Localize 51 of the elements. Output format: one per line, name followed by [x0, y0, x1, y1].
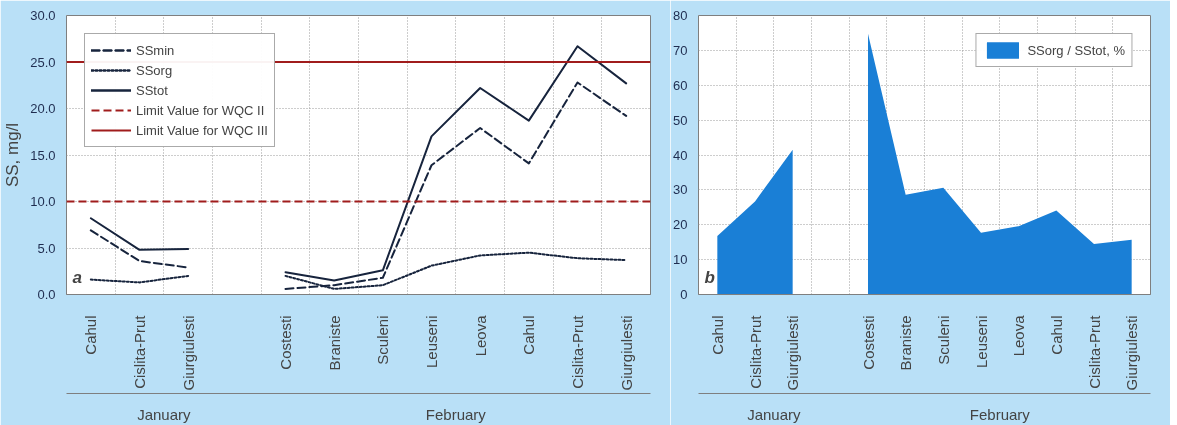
x-tick-label: Leova: [471, 314, 489, 357]
y-tick-label: 10: [673, 252, 688, 268]
x-tick-label: Giurgiulesti: [617, 315, 635, 391]
y-axis-title: SS, mg/l: [3, 122, 23, 188]
x-tick-label: Costesti: [277, 315, 294, 370]
x-tick-label: Cislita-Prut: [131, 314, 148, 389]
x-tick-label: Leuseni: [972, 315, 990, 369]
legend-label: SStot: [136, 82, 168, 98]
y-tick-label: 20: [673, 217, 688, 233]
y-tick-label: 0: [680, 287, 688, 302]
y-tick-label: 80: [673, 8, 688, 23]
x-tick-label: Costesti: [859, 315, 877, 370]
x-tick-label: Cislita-Prut: [746, 314, 764, 389]
x-tick-label: Leuseni: [423, 315, 440, 369]
legend-label: SSmin: [136, 42, 175, 58]
y-tick-label: 15.0: [30, 147, 56, 163]
y-tick-label: 5.0: [37, 240, 56, 256]
y-tick-label: 30.0: [30, 8, 56, 23]
x-tick-label: Cislita-Prut: [1085, 314, 1103, 389]
y-tick-label: 20.0: [30, 101, 56, 116]
x-tick-label: Cahul: [708, 315, 726, 355]
x-tick-label: Cislita-Prut: [569, 314, 586, 389]
text: January: [137, 405, 192, 423]
x-tick-label: Giurgiulesti: [1123, 315, 1141, 391]
legend-label: SSorg / SStot, %: [1027, 42, 1125, 58]
y-tick-label: 50: [673, 112, 688, 128]
x-tick-label: Sculeni: [374, 315, 392, 365]
y-tick-label: 25.0: [30, 54, 56, 70]
annotation: a: [72, 267, 82, 287]
x-tick-label: Cahul: [520, 315, 538, 355]
legend-label: SSorg: [136, 62, 173, 78]
y-tick-label: 40: [673, 147, 688, 163]
annotation: b: [704, 267, 715, 287]
text: February: [425, 405, 487, 423]
x-tick-label: Giurgiulesti: [784, 315, 802, 391]
x-tick-label: Braniste: [897, 315, 915, 371]
text: January: [747, 405, 802, 423]
x-tick-label: Braniste: [325, 315, 343, 371]
legend-label: Limit Value for WQC III: [136, 122, 268, 138]
x-tick-label: Leova: [1010, 314, 1028, 357]
text: February: [969, 405, 1031, 423]
y-tick-label: 70: [673, 42, 688, 58]
x-tick-label: Giurgiulesti: [179, 315, 197, 391]
y-tick-label: 0.0: [37, 287, 56, 302]
y-tick-label: 10.0: [30, 194, 56, 209]
x-tick-label: Cahul: [1047, 315, 1065, 355]
y-tick-label: 30: [673, 182, 688, 198]
legend-label: Limit Value for WQC II: [136, 102, 265, 118]
x-tick-label: Cahul: [82, 315, 100, 355]
y-tick-label: 60: [673, 77, 688, 93]
x-tick-label: Sculeni: [934, 315, 952, 365]
